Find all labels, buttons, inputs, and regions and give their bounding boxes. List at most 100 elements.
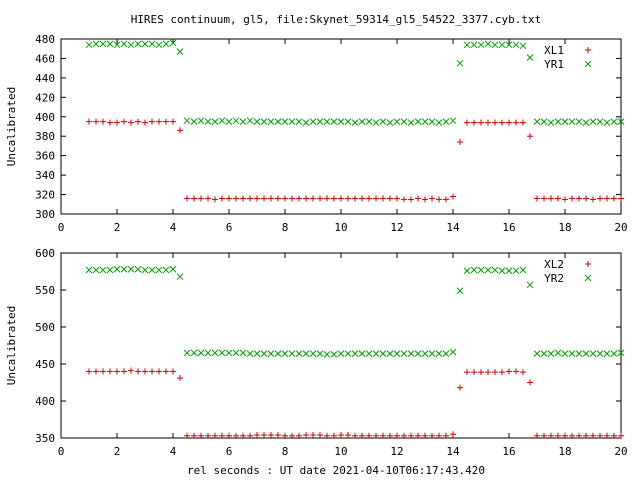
data-point: [464, 369, 470, 376]
data-point: [527, 133, 533, 140]
data-point: [491, 266, 499, 274]
data-point: [240, 432, 246, 439]
data-point: [526, 54, 534, 61]
data-point: [380, 432, 386, 439]
data-point: [387, 432, 393, 439]
legend-marker: [585, 261, 591, 267]
data-point: [226, 195, 232, 202]
data-point: [219, 195, 225, 202]
data-point: [484, 40, 492, 48]
data-point: [190, 118, 198, 125]
data-point: [492, 369, 498, 376]
data-point: [534, 195, 540, 202]
data-point: [569, 195, 575, 202]
data-point: [169, 39, 177, 47]
data-point: [596, 118, 604, 125]
data-point: [618, 432, 624, 439]
data-point: [554, 118, 562, 125]
data-point: [205, 195, 211, 202]
y-axis-label: Uncalibrated: [5, 306, 18, 385]
data-point: [135, 368, 141, 375]
data-point: [135, 118, 141, 125]
data-point: [226, 432, 232, 439]
data-point: [254, 432, 260, 439]
y-tick-label: 380: [35, 130, 55, 143]
y-tick-label: 340: [35, 169, 55, 182]
data-point: [310, 195, 316, 202]
x-tick-label: 2: [114, 221, 121, 234]
data-point: [352, 195, 358, 202]
data-point: [456, 59, 464, 67]
data-point: [232, 349, 240, 357]
data-point: [428, 118, 436, 125]
data-point: [198, 432, 204, 439]
data-point: [246, 350, 254, 357]
data-point: [197, 349, 205, 357]
data-point: [366, 432, 372, 439]
data-point: [443, 196, 449, 203]
x-tick-label: 16: [502, 221, 515, 234]
data-point: [134, 265, 142, 273]
data-point: [113, 41, 121, 49]
data-point: [373, 432, 379, 439]
x-tick-label: 20: [614, 221, 627, 234]
y-tick-label: 400: [35, 111, 55, 124]
data-point: [408, 432, 414, 439]
data-point: [520, 119, 526, 126]
data-point: [184, 195, 190, 202]
data-point: [400, 350, 408, 357]
data-point: [212, 196, 218, 203]
data-point: [261, 195, 267, 202]
data-point: [345, 432, 351, 439]
data-point: [302, 350, 310, 357]
data-point: [387, 195, 393, 202]
data-point: [162, 266, 170, 274]
data-point: [156, 118, 162, 125]
data-point: [337, 350, 345, 357]
data-point: [422, 196, 428, 203]
data-point: [603, 119, 611, 126]
data-point: [183, 117, 191, 125]
data-point: [127, 41, 135, 49]
x-tick-label: 8: [282, 221, 289, 234]
data-point: [498, 267, 506, 275]
data-point: [218, 349, 226, 357]
data-point: [233, 195, 239, 202]
data-point: [275, 432, 281, 439]
data-point: [443, 432, 449, 439]
data-point: [617, 118, 625, 125]
legend-marker: [585, 47, 591, 53]
data-point: [534, 432, 540, 439]
data-point: [177, 127, 183, 134]
y-tick-label: 600: [35, 247, 55, 260]
data-point: [338, 195, 344, 202]
x-tick-label: 0: [58, 445, 65, 458]
data-point: [211, 349, 219, 357]
data-point: [260, 118, 268, 125]
data-point: [429, 432, 435, 439]
data-point: [429, 195, 435, 202]
data-point: [190, 349, 198, 357]
data-point: [247, 432, 253, 439]
data-point: [582, 350, 590, 357]
data-point: [618, 195, 624, 202]
data-point: [470, 266, 478, 274]
data-point: [366, 195, 372, 202]
data-point: [359, 195, 365, 202]
data-point: [527, 379, 533, 386]
data-point: [450, 431, 456, 438]
data-point: [268, 432, 274, 439]
data-point: [142, 368, 148, 375]
data-point: [533, 118, 541, 125]
data-point: [176, 48, 184, 55]
data-point: [541, 432, 547, 439]
data-point: [149, 368, 155, 375]
data-point: [197, 117, 205, 125]
data-point: [604, 195, 610, 202]
data-point: [470, 41, 478, 49]
data-point: [177, 375, 183, 382]
x-axis-label: rel seconds : UT date 2021-04-10T06:17:4…: [187, 464, 485, 477]
data-point: [120, 40, 128, 48]
data-point: [261, 432, 267, 439]
